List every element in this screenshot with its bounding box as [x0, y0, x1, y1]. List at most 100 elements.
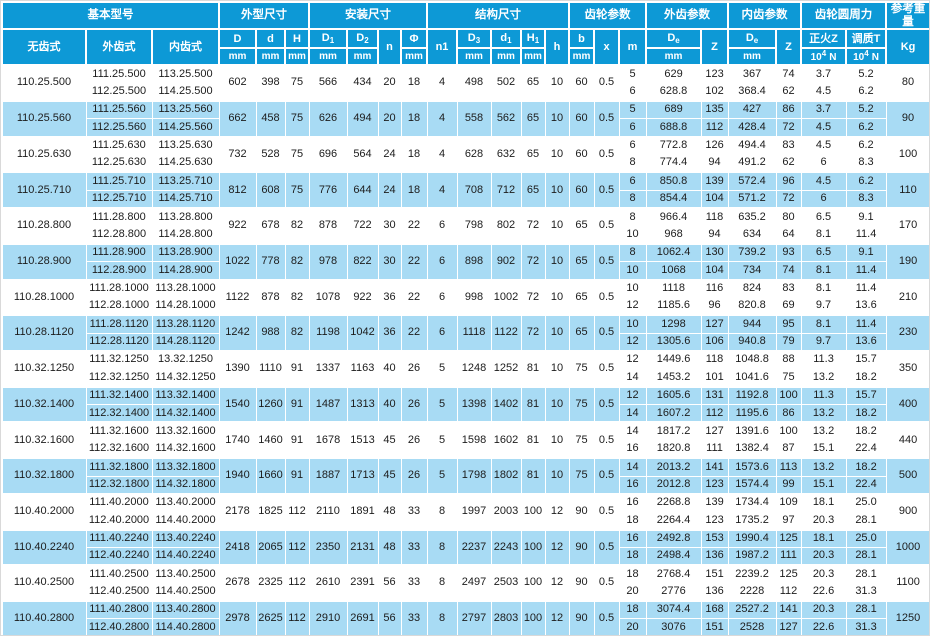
cell-m: 8	[618, 207, 647, 227]
cell-De-internal: 734	[727, 261, 777, 281]
table-row: 110.40.2500 111.40.2500 113.40.2500 2678 232…	[1, 564, 929, 602]
cell-Z-external: 168	[700, 600, 729, 620]
table-row: 112.32.1600 114.32.1600 16 1820.8 111 1382.4 8…	[2, 439, 929, 459]
cell-weight: 80	[885, 64, 929, 102]
cell-force-tempered: 18.2	[845, 421, 887, 441]
cell-n1: 6	[426, 278, 458, 316]
cell-Z-external: 127	[700, 314, 729, 334]
cell-force-tempered: 5.2	[845, 64, 887, 84]
cell-force-normalized: 18.1	[800, 528, 847, 548]
cell-m: 10	[618, 225, 647, 245]
cell-force-normalized: 13.2	[800, 404, 847, 423]
col-header-H: H	[284, 28, 310, 50]
cell-model-external: 112.28.1120	[85, 332, 153, 352]
cell-H1: 81	[520, 350, 546, 388]
cell-D2: 2391	[346, 564, 379, 602]
cell-force-normalized: 20.3	[800, 511, 847, 531]
cell-D3: 898	[456, 242, 492, 281]
cell-n1: 5	[426, 385, 458, 423]
cell-model-internal: 113.28.800	[151, 207, 220, 227]
cell-Z-external: 135	[700, 100, 729, 120]
cell-m: 6	[618, 171, 647, 191]
cell-model-base: 110.28.1000	[1, 278, 87, 316]
table-row: 112.32.1400 114.32.1400 14 1607.2 112 1195.6 8…	[2, 404, 929, 423]
cell-De-external: 1820.8	[645, 439, 702, 459]
cell-De-external: 2264.4	[645, 511, 702, 531]
cell-model-internal: 114.28.800	[151, 225, 220, 245]
cell-model-internal: 114.28.1000	[151, 296, 220, 316]
cell-De-external: 968	[645, 225, 702, 245]
cell-De-external: 1607.2	[645, 404, 702, 423]
cell-d1: 1002	[490, 278, 522, 316]
cell-n: 48	[377, 492, 402, 531]
cell-D3: 2797	[456, 600, 492, 635]
cell-model-external: 111.40.2000	[85, 492, 153, 513]
cell-H1: 65	[520, 171, 546, 209]
cell-force-normalized: 8.1	[800, 278, 847, 298]
cell-d: 1260	[255, 385, 286, 423]
cell-n1: 8	[426, 600, 458, 635]
cell-d: 878	[255, 278, 286, 316]
group-header-internal-gear: 内齿参数	[727, 1, 803, 31]
cell-weight: 400	[885, 385, 929, 423]
cell-model-external: 111.28.900	[85, 242, 153, 263]
cell-b: 75	[568, 385, 595, 423]
cell-phi: 33	[400, 528, 428, 566]
cell-n: 45	[377, 457, 402, 495]
cell-x: 0.5	[593, 100, 620, 138]
cell-model-internal: 114.25.710	[151, 189, 220, 209]
cell-m: 12	[618, 332, 647, 352]
cell-model-external: 111.32.1600	[85, 421, 153, 441]
cell-D1: 1078	[308, 278, 348, 316]
cell-force-normalized: 20.3	[800, 546, 847, 566]
cell-d: 1460	[255, 421, 286, 459]
cell-Z-internal: 74	[775, 261, 802, 281]
cell-force-tempered: 31.3	[845, 618, 887, 635]
cell-Z-external: 126	[700, 135, 729, 156]
cell-force-tempered: 8.3	[845, 189, 887, 209]
cell-x: 0.5	[593, 207, 620, 245]
col-header-D3: D3	[456, 28, 492, 50]
cell-d: 1825	[255, 492, 286, 531]
cell-Z-external: 94	[700, 154, 729, 173]
cell-n: 20	[377, 64, 402, 102]
cell-model-base: 110.40.2000	[1, 492, 87, 531]
cell-D3: 998	[456, 278, 492, 316]
cell-model-internal: 113.28.900	[151, 242, 220, 263]
cell-m: 10	[618, 314, 647, 334]
cell-H: 91	[284, 385, 310, 423]
cell-D: 1740	[218, 421, 257, 459]
table-row: 110.40.2800 111.40.2800 113.40.2800 2978 262…	[1, 600, 929, 635]
cell-De-external: 1817.2	[645, 421, 702, 441]
cell-Z-internal: 111	[775, 546, 802, 566]
cell-H1: 100	[520, 600, 546, 635]
cell-d: 1660	[255, 457, 286, 495]
cell-De-external: 1062.4	[645, 242, 702, 263]
cell-d1: 2803	[490, 600, 522, 635]
cell-De-internal: 1987.2	[727, 546, 777, 566]
cell-phi: 22	[400, 242, 428, 281]
cell-force-tempered: 6.2	[845, 118, 887, 138]
cell-model-internal: 113.32.1400	[151, 385, 220, 406]
cell-x: 0.5	[593, 564, 620, 602]
cell-force-normalized: 4.5	[800, 135, 847, 156]
table-row: 110.28.1120 111.28.1120 113.28.1120 1242 988…	[1, 314, 929, 352]
cell-force-tempered: 6.2	[845, 171, 887, 191]
table-row: 110.32.1800 111.32.1800 113.32.1800 1940 166…	[1, 457, 929, 495]
cell-force-normalized: 13.2	[800, 457, 847, 477]
cell-x: 0.5	[593, 242, 620, 281]
cell-h: 12	[544, 564, 570, 602]
cell-Z-external: 141	[700, 457, 729, 477]
cell-n1: 4	[426, 135, 458, 173]
cell-model-external: 112.28.800	[85, 225, 153, 245]
cell-h: 10	[544, 314, 570, 352]
cell-force-tempered: 11.4	[845, 225, 887, 245]
cell-model-external: 111.28.1120	[85, 314, 153, 334]
cell-H1: 81	[520, 421, 546, 459]
cell-force-tempered: 9.1	[845, 207, 887, 227]
col-header-kg: Kg	[885, 28, 929, 67]
cell-model-base: 110.25.710	[1, 171, 87, 209]
cell-D1: 978	[308, 242, 348, 281]
cell-model-external: 111.28.1000	[85, 278, 153, 298]
